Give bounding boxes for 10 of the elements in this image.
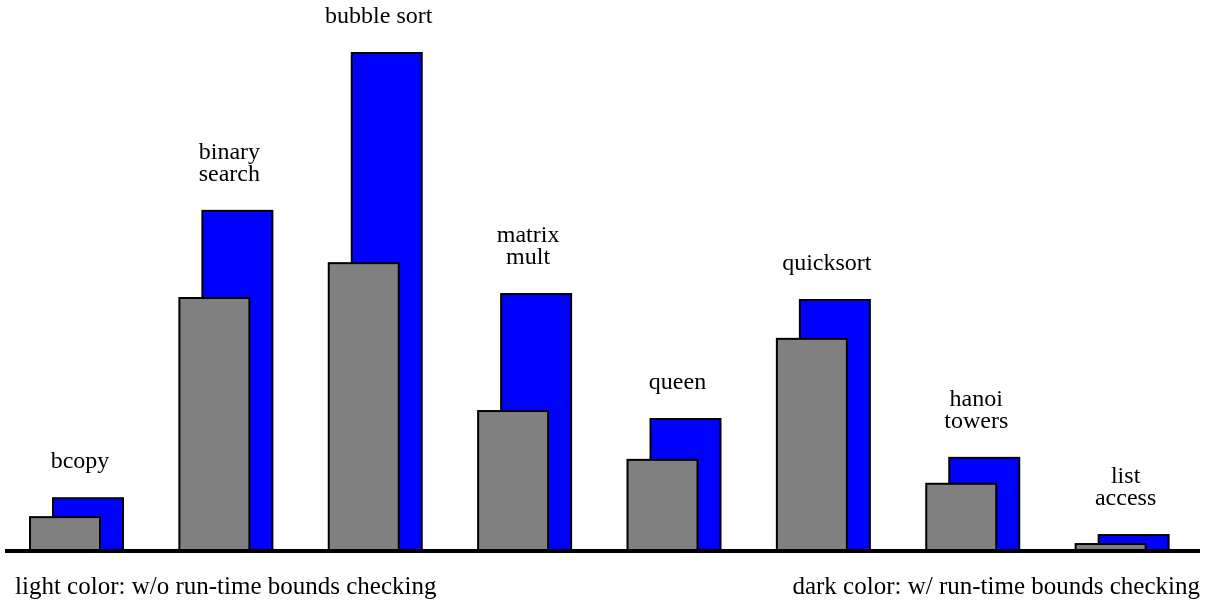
- x-tick-label: bubble sort: [325, 2, 433, 28]
- text: light color: w/o run-time bounds checking: [15, 572, 437, 599]
- x-tick-label: quicksort: [782, 249, 872, 276]
- x-tick-label: hanoi towers: [944, 384, 1009, 433]
- x-tick-label: queen: [648, 368, 707, 395]
- x-tick-label: list access: [1094, 462, 1157, 511]
- x-tick-label: bcopy: [50, 447, 110, 474]
- text: dark color: w/ run-time bounds checking: [792, 572, 1201, 599]
- x-tick-label: matrix mult: [496, 221, 560, 270]
- x-tick-label: binary search: [198, 137, 261, 186]
